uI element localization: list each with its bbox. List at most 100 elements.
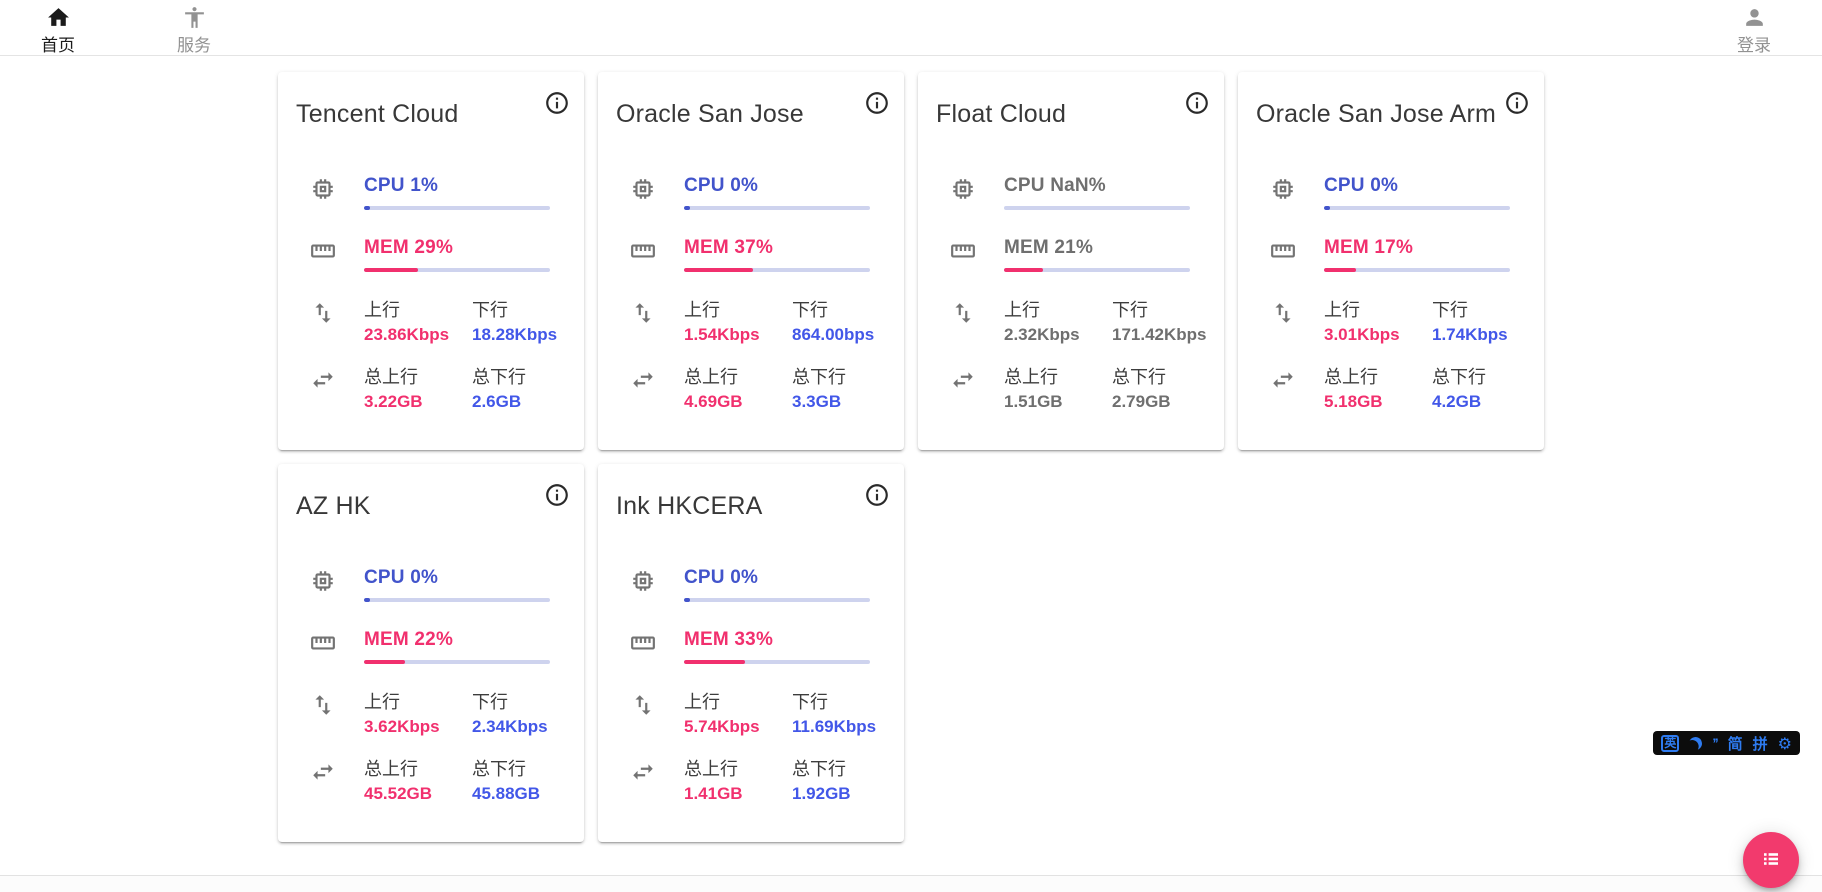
total-download-label: 总下行 bbox=[1112, 367, 1166, 387]
upload-value: 3.01Kbps bbox=[1324, 325, 1400, 344]
total-download-label: 总下行 bbox=[1432, 367, 1486, 387]
download-speed: 下行 11.69Kbps bbox=[792, 691, 888, 739]
info-icon[interactable] bbox=[1184, 90, 1210, 116]
ruler-icon bbox=[310, 237, 364, 264]
download-label: 下行 bbox=[1112, 300, 1148, 320]
mem-progress-fill bbox=[364, 268, 418, 272]
nav-home-label: 首页 bbox=[41, 36, 75, 55]
ime-pinyin-mode[interactable]: 拼 bbox=[1752, 735, 1768, 753]
info-icon[interactable] bbox=[544, 482, 570, 508]
mem-row: MEM 37% bbox=[630, 237, 888, 272]
mem-progress-bar bbox=[684, 660, 870, 664]
mem-row: MEM 21% bbox=[950, 237, 1208, 272]
download-speed: 下行 18.28Kbps bbox=[472, 299, 568, 347]
card-header: Float Cloud bbox=[918, 72, 1224, 129]
server-card: AZ HK CPU 0% MEM 22% bbox=[278, 464, 584, 842]
upload-speed: 上行 2.32Kbps bbox=[1004, 299, 1112, 347]
server-name: Ink HKCERA bbox=[616, 492, 763, 520]
cpu-usage-text: CPU 0% bbox=[364, 567, 439, 588]
ime-punctuation-mode[interactable]: ’’ bbox=[1712, 735, 1718, 751]
mem-usage-text: MEM 22% bbox=[364, 629, 454, 650]
card-metrics: CPU 0% MEM 37% 上行 bbox=[598, 175, 904, 414]
total-download-value: 2.79GB bbox=[1112, 392, 1171, 411]
server-cards-grid: Tencent Cloud CPU 1% MEM 29% bbox=[278, 72, 1544, 842]
info-icon[interactable] bbox=[864, 90, 890, 116]
mem-progress-bar bbox=[364, 660, 550, 664]
upload-label: 上行 bbox=[364, 692, 400, 712]
card-header: Tencent Cloud bbox=[278, 72, 584, 129]
mem-meter: MEM 37% bbox=[684, 237, 870, 272]
mem-usage-text: MEM 29% bbox=[364, 237, 454, 258]
total-upload-label: 总上行 bbox=[364, 759, 418, 779]
cpu-row: CPU 0% bbox=[630, 567, 888, 602]
ime-moon-icon[interactable] bbox=[1689, 737, 1702, 750]
cpu-meter: CPU NaN% bbox=[1004, 175, 1190, 210]
ime-english-mode[interactable]: 英 bbox=[1661, 734, 1680, 752]
swap-arrows-icon bbox=[310, 758, 364, 785]
download-speed: 下行 2.34Kbps bbox=[472, 691, 568, 739]
net-speed-row: 上行 1.54Kbps 下行 864.00bps bbox=[630, 299, 888, 347]
mem-progress-fill bbox=[684, 268, 753, 272]
server-name: Oracle San Jose bbox=[616, 100, 804, 128]
net-total-row: 总上行 1.51GB 总下行 2.79GB bbox=[950, 366, 1208, 414]
cpu-row: CPU NaN% bbox=[950, 175, 1208, 210]
total-download: 总下行 45.88GB bbox=[472, 758, 568, 806]
swap-arrows-icon bbox=[950, 366, 1004, 393]
cpu-progress-bar bbox=[364, 598, 550, 602]
net-speed-row: 上行 3.01Kbps 下行 1.74Kbps bbox=[1270, 299, 1528, 347]
net-total-row: 总上行 45.52GB 总下行 45.88GB bbox=[310, 758, 568, 806]
mem-progress-bar bbox=[1004, 268, 1190, 272]
cpu-chip-icon bbox=[310, 175, 364, 202]
ime-settings-gear-icon[interactable]: ⚙ bbox=[1777, 733, 1792, 753]
mem-usage-text: MEM 21% bbox=[1004, 237, 1094, 258]
mem-usage-text: MEM 37% bbox=[684, 237, 774, 258]
upload-label: 上行 bbox=[1004, 300, 1040, 320]
net-total-cols: 总上行 3.22GB 总下行 2.6GB bbox=[364, 366, 568, 414]
total-download-label: 总下行 bbox=[472, 367, 526, 387]
server-name: AZ HK bbox=[296, 492, 371, 520]
download-speed: 下行 864.00bps bbox=[792, 299, 888, 347]
net-speed-row: 上行 23.86Kbps 下行 18.28Kbps bbox=[310, 299, 568, 347]
nav-login-label: 登录 bbox=[1737, 36, 1771, 55]
upload-speed: 上行 3.62Kbps bbox=[364, 691, 472, 739]
cpu-progress-fill bbox=[364, 598, 370, 602]
server-list-fab[interactable] bbox=[1743, 832, 1799, 888]
total-download-value: 45.88GB bbox=[472, 784, 541, 803]
cpu-row: CPU 0% bbox=[1270, 175, 1528, 210]
upload-value: 1.54Kbps bbox=[684, 325, 760, 344]
cpu-progress-bar bbox=[1324, 206, 1510, 210]
top-nav: 首页 服务 登录 bbox=[0, 0, 1822, 56]
server-card: Float Cloud CPU NaN% MEM 21% bbox=[918, 72, 1224, 450]
net-total-row: 总上行 1.41GB 总下行 1.92GB bbox=[630, 758, 888, 806]
ime-simplified-mode[interactable]: 简 bbox=[1727, 735, 1743, 753]
total-upload: 总上行 1.41GB bbox=[684, 758, 792, 806]
total-upload: 总上行 1.51GB bbox=[1004, 366, 1112, 414]
download-value: 864.00bps bbox=[792, 325, 875, 344]
cpu-meter: CPU 0% bbox=[364, 567, 550, 602]
cpu-usage-text: CPU 1% bbox=[364, 175, 439, 196]
total-download-label: 总下行 bbox=[792, 759, 846, 779]
card-metrics: CPU NaN% MEM 21% 上行 bbox=[918, 175, 1224, 414]
cpu-row: CPU 1% bbox=[310, 175, 568, 210]
cpu-progress-bar bbox=[684, 206, 870, 210]
card-header: Ink HKCERA bbox=[598, 464, 904, 521]
download-label: 下行 bbox=[472, 692, 508, 712]
info-icon[interactable] bbox=[1504, 90, 1530, 116]
cpu-meter: CPU 0% bbox=[684, 567, 870, 602]
nav-item-services[interactable]: 服务 bbox=[170, 0, 218, 56]
info-icon[interactable] bbox=[864, 482, 890, 508]
total-upload-label: 总上行 bbox=[684, 759, 738, 779]
info-icon[interactable] bbox=[544, 90, 570, 116]
nav-item-login[interactable]: 登录 bbox=[1730, 0, 1778, 56]
mem-row: MEM 17% bbox=[1270, 237, 1528, 272]
footer-divider bbox=[0, 875, 1822, 892]
download-value: 1.74Kbps bbox=[1432, 325, 1508, 344]
net-speed-row: 上行 5.74Kbps 下行 11.69Kbps bbox=[630, 691, 888, 739]
server-name: Float Cloud bbox=[936, 100, 1067, 128]
cpu-usage-text: CPU 0% bbox=[1324, 175, 1399, 196]
net-speed-cols: 上行 1.54Kbps 下行 864.00bps bbox=[684, 299, 888, 347]
nav-item-home[interactable]: 首页 bbox=[34, 0, 82, 56]
swap-arrows-icon bbox=[1270, 366, 1324, 393]
cpu-progress-fill bbox=[1324, 206, 1330, 210]
mem-meter: MEM 17% bbox=[1324, 237, 1510, 272]
